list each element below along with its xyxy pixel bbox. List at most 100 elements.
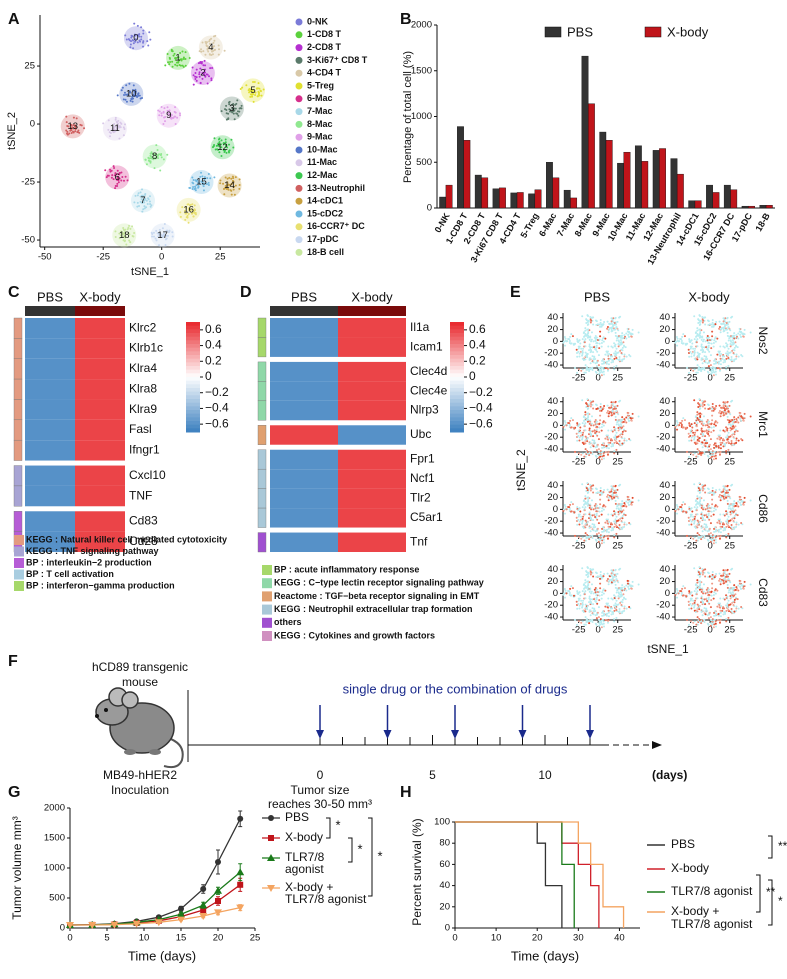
treatment-label: single drug or the combination of drugs — [343, 681, 568, 696]
cell-dot — [158, 114, 161, 117]
cell-dot — [735, 334, 738, 337]
cell-dot — [590, 415, 593, 418]
cell-dot — [222, 182, 225, 185]
cell-dot — [592, 575, 595, 578]
cell-dot — [730, 400, 733, 403]
cell-dot — [701, 516, 704, 519]
cell-dot — [710, 367, 713, 370]
cell-dot — [712, 513, 715, 516]
cell-dot — [727, 440, 730, 443]
cell-dot — [600, 345, 603, 348]
cell-dot — [706, 538, 709, 541]
cell-dot — [112, 131, 115, 134]
cell-dot — [708, 323, 711, 326]
colorbar-step — [186, 424, 200, 429]
cell-dot — [710, 338, 713, 341]
cell-dot — [251, 89, 254, 92]
cell-dot — [708, 518, 711, 521]
cell-dot — [610, 574, 613, 577]
cell-dot — [598, 338, 601, 341]
cell-dot — [591, 453, 594, 456]
cell-dot — [717, 445, 720, 448]
cell-dot — [600, 542, 603, 545]
cell-dot — [124, 34, 127, 37]
cell-dot — [738, 579, 741, 582]
row-label: Ubc — [410, 427, 431, 441]
cell-dot — [739, 585, 742, 588]
marker — [215, 859, 221, 865]
cell-dot — [712, 621, 715, 624]
cell-dot — [592, 323, 595, 326]
cell-dot — [715, 457, 718, 460]
cell-dot — [599, 587, 602, 590]
cell-dot — [724, 495, 727, 498]
cell-dot — [727, 599, 730, 602]
cell-dot — [702, 403, 705, 406]
cell-dot — [599, 582, 602, 585]
cell-dot — [615, 515, 618, 518]
colorbar-step — [450, 380, 464, 385]
colorbar-step — [450, 388, 464, 393]
cell-dot — [615, 608, 618, 611]
cell-dot — [607, 429, 610, 432]
legend-label: Reactome : TGF−beta receptor signaling i… — [274, 591, 480, 601]
colorbar-label: −0.4 — [469, 401, 493, 415]
cell-dot — [718, 434, 721, 437]
cell-dot — [607, 367, 610, 370]
cell-dot — [564, 337, 567, 340]
cell-dot — [740, 522, 743, 525]
cell-dot — [727, 448, 730, 451]
x-tick-label: 15 — [176, 933, 187, 944]
cell-dot — [233, 118, 236, 121]
cell-dot — [595, 594, 598, 597]
cell-dot — [122, 233, 125, 236]
cell-dot — [722, 317, 725, 320]
cell-dot — [202, 73, 205, 76]
cell-dot — [704, 575, 707, 578]
cell-dot — [207, 47, 210, 50]
cell-dot — [192, 215, 195, 218]
cell-dot — [710, 619, 713, 622]
legend-swatch — [295, 31, 303, 39]
cell-dot — [581, 354, 584, 357]
cell-dot — [689, 620, 692, 623]
cell-dot — [596, 323, 599, 326]
cell-dot — [700, 454, 703, 457]
cell-dot — [696, 417, 699, 420]
cell-dot — [600, 493, 603, 496]
cell-dot — [618, 400, 621, 403]
cell-dot — [696, 435, 699, 438]
cell-dot — [694, 584, 697, 587]
cell-dot — [597, 624, 600, 627]
cell-dot — [586, 353, 589, 356]
cell-dot — [123, 240, 126, 243]
cell-dot — [231, 175, 234, 178]
cell-dot — [593, 355, 596, 358]
cell-dot — [176, 116, 179, 119]
cell-dot — [586, 521, 589, 524]
cell-dot — [692, 599, 695, 602]
cell-dot — [616, 488, 619, 491]
cell-dot — [733, 517, 736, 520]
row-group — [13, 465, 23, 487]
cell-dot — [615, 423, 618, 426]
cell-dot — [112, 165, 115, 168]
cell-dot — [191, 66, 194, 69]
cell-dot — [687, 348, 690, 351]
cell-dot — [577, 452, 580, 455]
expression-cells — [674, 398, 752, 461]
legend-label: 1-CD8 T — [307, 29, 342, 39]
colorbar-step — [186, 406, 200, 411]
cell-dot — [726, 511, 729, 514]
cell-dot — [696, 597, 699, 600]
gene-label: Mrc1 — [756, 411, 770, 438]
cell-dot — [702, 602, 705, 605]
cell-dot — [726, 484, 729, 487]
cell-dot — [722, 569, 725, 572]
x-tick-label: 40 — [614, 933, 625, 944]
x-tick-label: 25 — [724, 541, 735, 552]
cell-dot — [702, 506, 705, 509]
cell-dot — [585, 571, 588, 574]
cell-dot — [617, 429, 620, 432]
